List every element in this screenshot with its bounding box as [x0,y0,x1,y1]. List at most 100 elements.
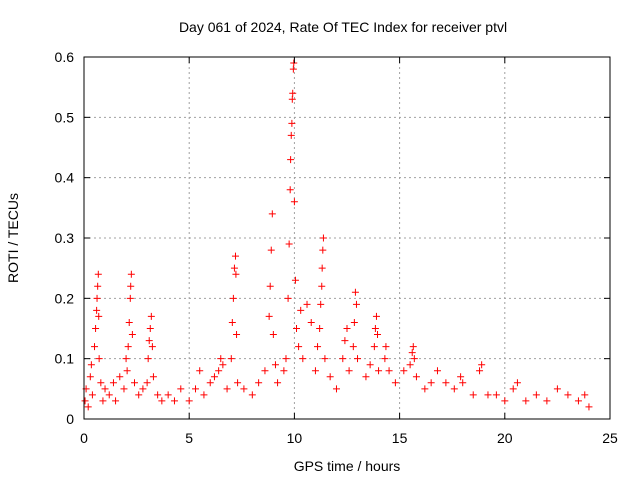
data-point [92,325,100,332]
data-point [501,397,509,405]
data-point [287,131,295,139]
data-point [288,95,296,103]
data-point [311,367,319,375]
data-point [217,355,225,363]
data-point [469,391,477,399]
data-point [513,379,521,387]
x-tick-label: 25 [602,430,618,446]
data-point [543,397,551,405]
data-point [381,355,389,363]
data-point [492,391,500,399]
data-point [352,300,360,308]
data-point [318,264,326,272]
data-point [158,397,166,405]
data-point [255,379,263,387]
data-point [206,379,214,387]
data-point [391,379,399,387]
data-point [286,186,294,194]
x-tick-label: 0 [80,430,88,446]
data-point [112,397,120,405]
data-point [261,367,269,375]
data-point [532,391,540,399]
data-point [164,391,172,399]
data-point [130,379,138,387]
data-point [371,325,379,332]
data-point [385,367,393,375]
data-point [284,294,292,302]
data-point [318,282,326,290]
data-point [375,367,383,375]
data-point [421,385,429,393]
data-point [509,385,517,393]
data-point [321,355,329,363]
data-point [319,234,327,242]
data-point [288,119,296,127]
data-point [382,343,390,351]
data-point [101,385,109,393]
x-tick-labels: 0 5 10 15 20 25 [80,430,618,446]
data-point [522,397,530,405]
data-point [457,373,465,381]
data-point [409,343,417,351]
data-point [93,294,101,302]
data-point [319,246,327,254]
data-point [450,385,458,393]
data-point [147,312,155,320]
data-point [332,385,340,393]
data-point [274,379,282,387]
data-point [343,325,351,332]
data-point [289,89,297,97]
data-points [81,59,593,411]
data-point [91,343,99,351]
data-point [149,373,157,381]
y-tick-label: 0.3 [55,230,75,246]
data-point [484,391,492,399]
x-tick-label: 15 [392,430,408,446]
data-point [476,367,484,375]
data-point [433,367,441,375]
y-tick-label: 0.1 [55,351,75,367]
data-point [564,391,572,399]
data-point [97,379,105,387]
data-point [299,355,307,363]
data-point [459,379,467,387]
data-point [109,379,117,387]
data-point [94,282,102,290]
data-point [210,373,218,381]
y-tick-label: 0.6 [55,49,75,65]
data-point [95,355,103,363]
data-point [269,331,277,339]
data-point [400,367,408,375]
data-point [314,343,322,351]
data-point [553,385,561,393]
data-point [351,288,359,296]
data-point [116,373,124,381]
data-point [307,318,315,326]
data-point [267,246,275,254]
data-point [145,337,153,345]
data-point [271,361,279,369]
data-point [427,379,435,387]
data-point [126,294,134,302]
y-tick-label: 0 [66,411,74,427]
data-point [362,373,370,381]
data-point [293,325,301,332]
x-tick-label: 10 [287,430,303,446]
data-point [215,367,223,375]
data-point [265,312,273,320]
data-point [581,391,589,399]
data-point [290,59,298,67]
data-point [185,397,193,405]
axis-ticks [83,56,611,420]
data-point [219,361,227,369]
data-point [135,391,143,399]
data-point [87,361,95,369]
data-point [232,270,240,278]
data-point [124,343,132,351]
data-point [297,306,305,314]
data-point [95,312,103,320]
data-point [374,331,382,339]
y-tick-labels: 0 0.1 0.2 0.3 0.4 0.5 0.6 [55,49,75,427]
data-point [240,385,248,393]
data-point [148,343,156,351]
